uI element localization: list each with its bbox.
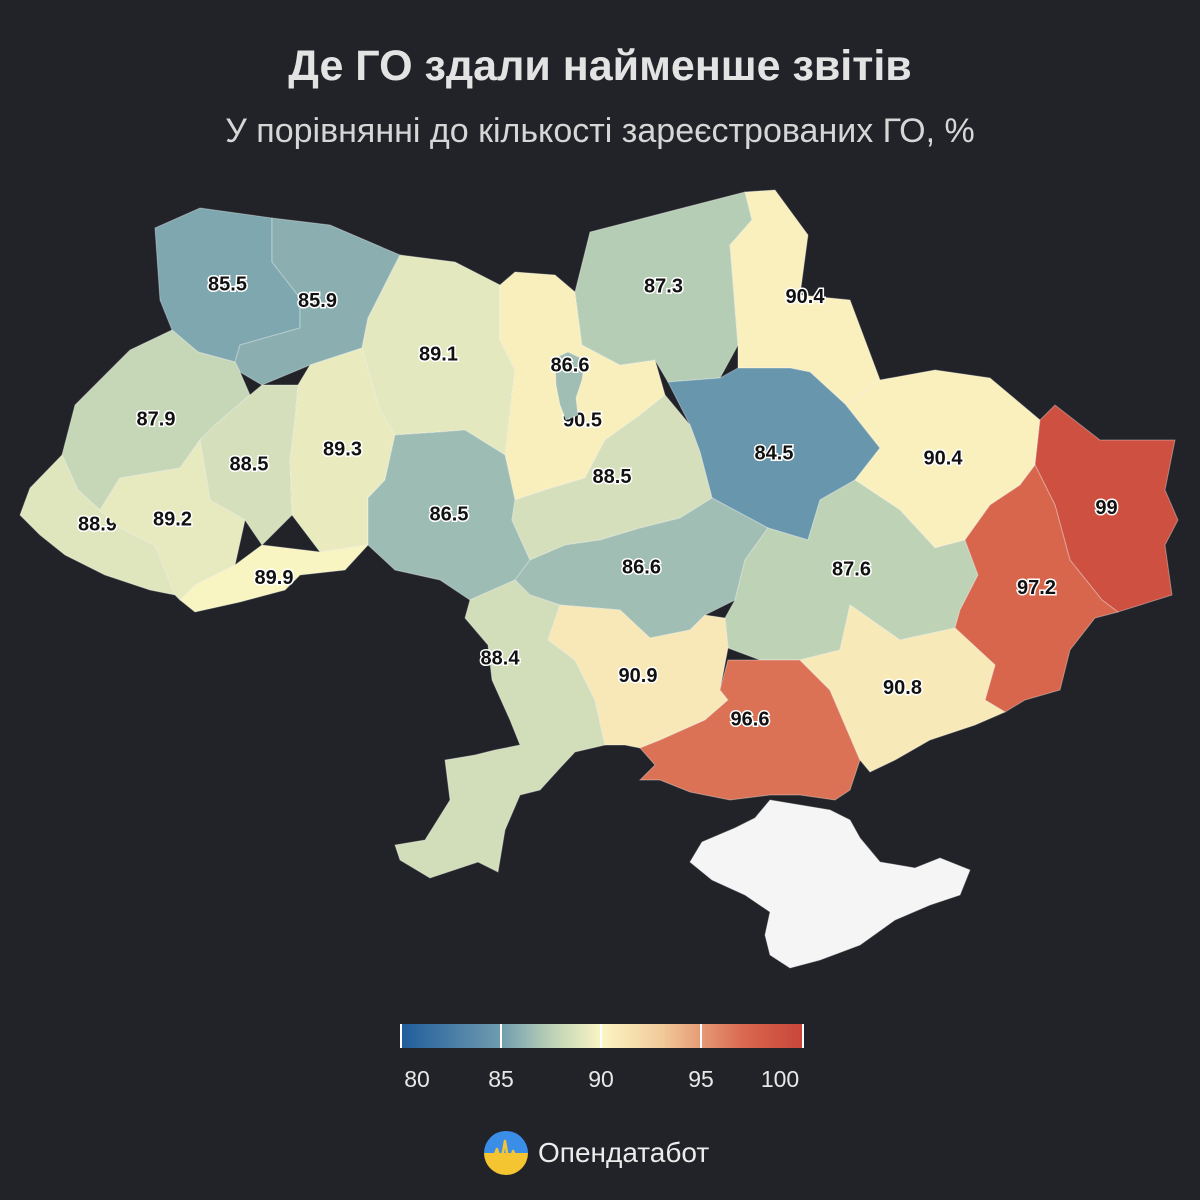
region-kyiv-city: 86.6 xyxy=(549,351,591,421)
region-mykolaiv: 90.9 xyxy=(547,604,729,749)
region-chernihiv: 87.3 xyxy=(574,191,753,383)
region-donetsk-value: 97.2 xyxy=(1017,577,1056,599)
region-cherkasy: 88.5 xyxy=(511,394,713,561)
legend-label-95: 95 xyxy=(688,1066,714,1092)
legend-label-85: 85 xyxy=(488,1066,514,1092)
legend-gradient-bar xyxy=(400,1024,804,1048)
region-zhytomyr-value: 89.1 xyxy=(419,343,458,365)
region-khmelnytskyi: 89.3 xyxy=(289,347,396,553)
region-poltava-value: 84.5 xyxy=(755,442,794,464)
region-khmelnytskyi-value: 89.3 xyxy=(323,438,362,460)
region-chernivtsi-value: 89.9 xyxy=(255,567,294,589)
region-ivano-frankivsk-value: 89.2 xyxy=(153,508,192,530)
legend-tick-80 xyxy=(400,1024,402,1048)
region-volyn: 85.5 xyxy=(154,207,301,363)
opendatabot-logo-icon xyxy=(484,1131,528,1175)
region-vinnytsia: 86.5 xyxy=(367,429,531,601)
region-ternopil: 88.5 xyxy=(199,384,299,546)
legend-label-90: 90 xyxy=(588,1066,614,1092)
region-zaporizhzhia: 90.8 xyxy=(799,604,1007,773)
region-odesa-value: 88.4 xyxy=(481,647,521,669)
region-crimea-shape xyxy=(689,799,971,969)
region-cherkasy-value: 88.5 xyxy=(593,466,632,488)
region-luhansk-value: 99 xyxy=(1095,497,1117,519)
region-donetsk: 97.2 xyxy=(954,464,1120,713)
legend-tick-85 xyxy=(500,1024,502,1048)
region-chernivtsi: 89.9 xyxy=(179,544,370,613)
region-mykolaiv-value: 90.9 xyxy=(619,665,658,687)
legend-label-100: 100 xyxy=(760,1066,800,1092)
color-legend: 80 85 90 95 100 xyxy=(400,1024,804,1092)
region-rivne: 85.9 xyxy=(234,217,401,386)
region-kyiv-city-value: 86.6 xyxy=(551,354,590,376)
region-lviv-value: 87.9 xyxy=(137,408,176,430)
region-crimea xyxy=(689,799,971,969)
region-luhansk: 99 xyxy=(1034,404,1179,613)
region-sumy-value: 90.4 xyxy=(786,286,826,308)
region-kharkiv-value: 90.4 xyxy=(924,447,964,469)
region-kirovohrad: 86.6 xyxy=(514,497,769,639)
region-lviv: 87.9 xyxy=(61,329,251,511)
region-zaporizhzhia-value: 90.8 xyxy=(883,677,922,699)
region-kharkiv: 90.4 xyxy=(845,369,1041,549)
legend-tick-100 xyxy=(802,1024,804,1048)
legend-tick-90 xyxy=(600,1024,602,1048)
region-ternopil-value: 88.5 xyxy=(230,453,269,475)
region-rivne-shape xyxy=(234,217,401,386)
region-rivne-value: 85.9 xyxy=(298,290,337,312)
brand-name: Опендатабот xyxy=(538,1137,710,1168)
region-dnipro: 87.6 xyxy=(724,479,979,661)
region-chernivtsi-shape xyxy=(179,544,370,613)
region-kherson-value: 96.6 xyxy=(731,708,770,730)
brand: Опендатабот xyxy=(484,1130,709,1176)
map-title: Де ГО здали найменше звітів xyxy=(288,42,912,90)
region-sumy: 90.4 xyxy=(729,189,881,406)
region-dnipro-value: 87.6 xyxy=(832,558,871,580)
region-vinnytsia-value: 86.5 xyxy=(430,503,469,525)
region-ivano-frankivsk: 89.2 xyxy=(99,438,246,601)
region-kherson: 96.6 xyxy=(638,659,861,801)
region-zaporizhzhia-shape xyxy=(799,604,1007,773)
legend-tick-95 xyxy=(700,1024,702,1048)
region-volyn-value: 85.5 xyxy=(208,273,247,295)
region-chernihiv-value: 87.3 xyxy=(644,275,683,297)
map-subtitle: У порівнянні до кількості зареєстрованих… xyxy=(225,112,975,150)
region-ternopil-shape xyxy=(199,384,299,546)
region-kherson-shape xyxy=(638,659,861,801)
region-kirovohrad-value: 86.6 xyxy=(622,556,661,578)
region-kyiv-city-shape xyxy=(554,351,586,421)
legend-label-80: 80 xyxy=(404,1066,430,1092)
